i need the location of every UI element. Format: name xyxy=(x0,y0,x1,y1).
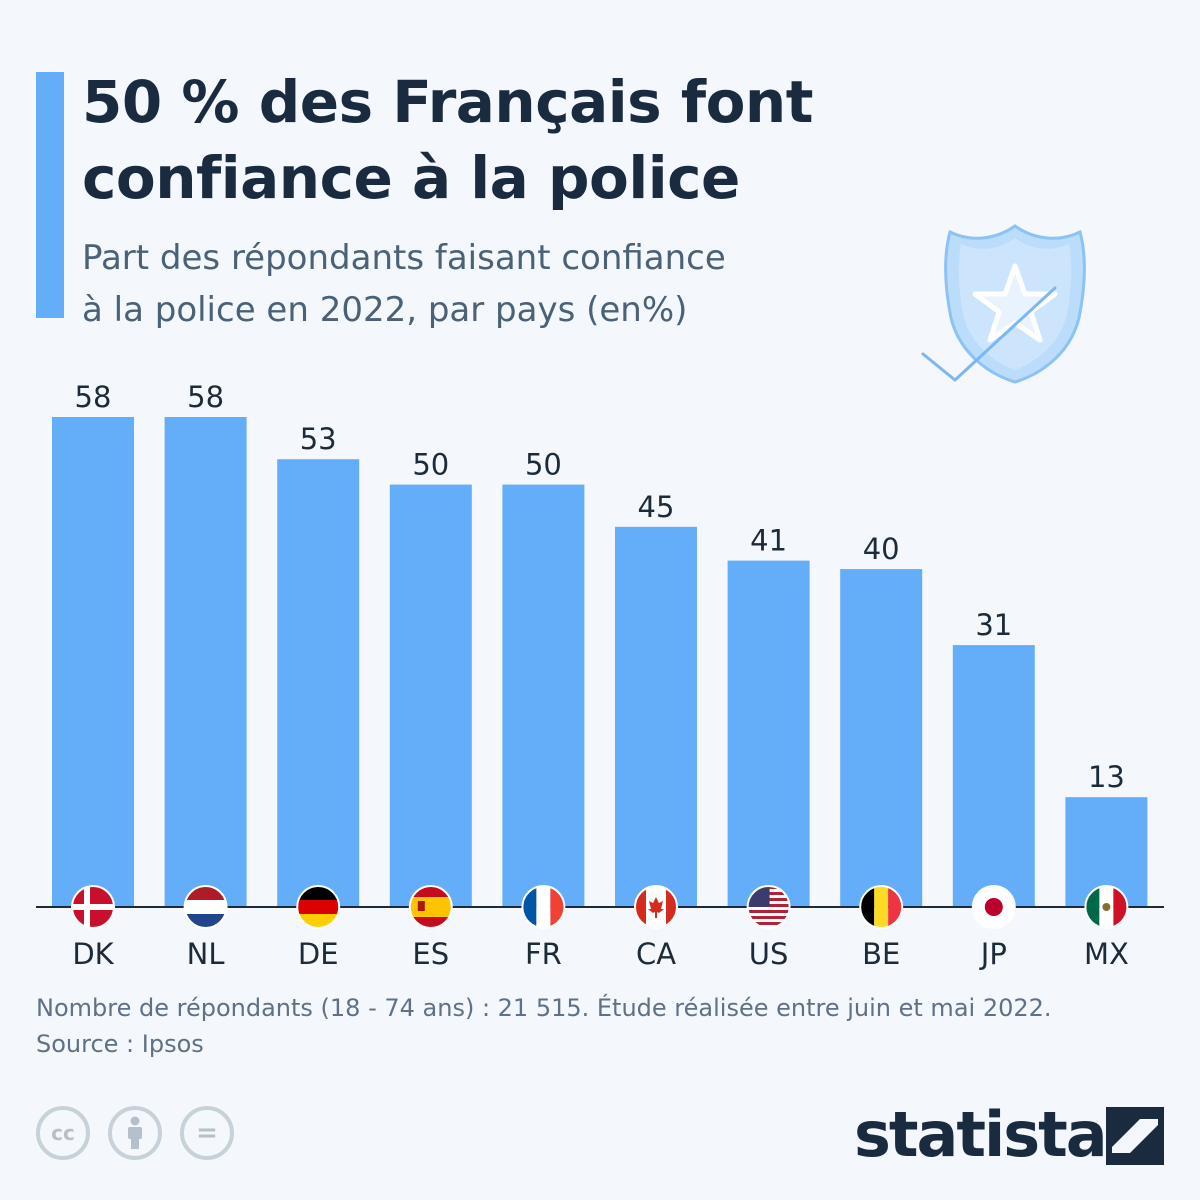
category-label-us: US xyxy=(749,937,789,971)
value-label-us: 41 xyxy=(750,524,787,558)
footnote-note: Nombre de répondants (18 - 74 ans) : 21 … xyxy=(36,994,1052,1022)
japan-flag-icon xyxy=(971,885,1016,929)
bar-chart: 58 DK 58 NL 53 DE 50 ES 50 FR 45 CA 41 US 40 BE 31 JP 13 MX xyxy=(0,360,1200,980)
value-label-jp: 31 xyxy=(975,608,1012,642)
bar-nl xyxy=(164,417,247,907)
subtitle-line-1: Part des répondants faisant confiance xyxy=(82,238,726,278)
bars-layer xyxy=(52,417,1148,907)
bar-de xyxy=(277,459,360,907)
footnote-source: Source : Ipsos xyxy=(36,1030,204,1058)
statista-logo[interactable]: statista xyxy=(854,1095,1164,1175)
subtitle-line-2: à la police en 2022, par pays (en%) xyxy=(82,290,688,330)
no-derivatives-icon: = xyxy=(180,1106,234,1160)
bar-ca xyxy=(615,526,697,907)
spain-flag-icon xyxy=(408,885,453,929)
netherlands-flag-icon xyxy=(183,885,228,929)
belgium-flag-icon xyxy=(859,885,904,929)
bar-us xyxy=(727,560,810,907)
category-label-fr: FR xyxy=(525,937,562,971)
police-badge-icon xyxy=(915,218,1115,388)
title-accent-bar xyxy=(36,72,64,318)
chart-subtitle: Part des répondants faisant confiance à … xyxy=(82,232,842,336)
category-label-dk: DK xyxy=(72,937,114,971)
category-label-ca: CA xyxy=(636,937,676,971)
category-label-es: ES xyxy=(412,937,449,971)
bar-jp xyxy=(952,645,1035,907)
cc-icon: cc xyxy=(36,1106,90,1160)
chart-title: 50 % des Français font confiance à la po… xyxy=(82,64,982,216)
category-label-nl: NL xyxy=(187,937,225,971)
bar-fr xyxy=(502,484,585,907)
mexico-flag-icon xyxy=(1084,885,1129,929)
france-flag-icon xyxy=(521,885,566,929)
value-label-de: 53 xyxy=(300,422,337,456)
usa-flag-icon xyxy=(746,885,791,929)
value-label-ca: 45 xyxy=(638,490,675,524)
bar-be xyxy=(840,569,923,907)
canada-flag-icon xyxy=(634,885,678,929)
category-label-de: DE xyxy=(298,937,339,971)
denmark-flag-icon xyxy=(71,885,115,929)
bar-dk xyxy=(52,417,134,907)
value-label-be: 40 xyxy=(863,532,900,566)
attribution-icon xyxy=(108,1106,162,1160)
bar-chart-svg: 58 DK 58 NL 53 DE 50 ES 50 FR 45 CA 41 US 40 BE 31 JP 13 MX xyxy=(36,380,1164,971)
labels-layer: 58 DK 58 NL 53 DE 50 ES 50 FR 45 CA 41 US 40 BE 31 JP 13 MX xyxy=(71,380,1129,971)
footnote: Nombre de répondants (18 - 74 ans) : 21 … xyxy=(36,990,1186,1062)
value-label-es: 50 xyxy=(412,448,449,482)
license-icons: cc = xyxy=(36,1106,256,1166)
value-label-fr: 50 xyxy=(525,448,562,482)
value-label-nl: 58 xyxy=(187,380,224,414)
title-line-2: confiance à la police xyxy=(82,144,740,212)
statista-logo-mark-icon xyxy=(1106,1107,1164,1165)
category-label-be: BE xyxy=(862,937,900,971)
category-label-jp: JP xyxy=(979,937,1007,971)
title-line-1: 50 % des Français font xyxy=(82,68,813,136)
bar-es xyxy=(389,484,472,907)
statista-logo-text: statista xyxy=(854,1098,1108,1171)
category-label-mx: MX xyxy=(1084,937,1129,971)
value-label-dk: 58 xyxy=(75,380,112,414)
value-label-mx: 13 xyxy=(1088,760,1125,794)
germany-flag-icon xyxy=(296,885,341,929)
